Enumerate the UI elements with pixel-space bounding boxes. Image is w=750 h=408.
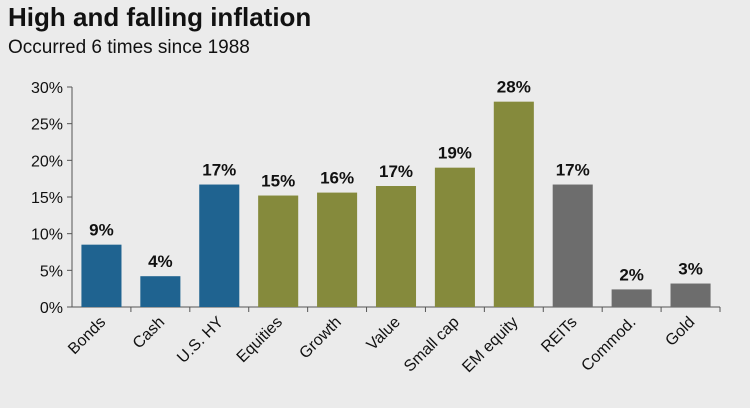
bar (140, 276, 181, 307)
y-tick-label: 15% (31, 190, 63, 207)
y-tick-label: 10% (31, 227, 63, 244)
y-tick-label: 20% (31, 153, 63, 170)
category-label: Commod. (578, 314, 639, 375)
bar (493, 101, 534, 308)
data-label: 2% (619, 265, 644, 284)
y-tick-label: 0% (40, 300, 63, 317)
bar (552, 184, 593, 307)
bar (670, 283, 711, 307)
category-label: Gold (662, 314, 698, 350)
chart-title: High and falling inflation (8, 2, 312, 32)
bar (375, 186, 417, 307)
data-label: 28% (497, 78, 531, 97)
bar (434, 167, 475, 307)
category-label: Growth (296, 314, 344, 362)
bar (258, 195, 299, 307)
category-label: Value (364, 314, 404, 354)
bar (611, 289, 652, 307)
chart-subtitle: Occurred 6 times since 1988 (8, 37, 250, 58)
bar (317, 192, 358, 307)
bar (199, 184, 240, 307)
data-label: 3% (678, 260, 703, 279)
category-label: Bonds (65, 314, 109, 358)
y-tick-label: 5% (40, 263, 63, 280)
data-label: 17% (556, 161, 590, 180)
data-label: 9% (89, 221, 114, 240)
category-label: Small cap (401, 314, 463, 376)
data-label: 4% (148, 252, 173, 271)
category-label: REITs (538, 314, 580, 356)
y-tick-label: 30% (31, 80, 63, 97)
category-label: Equities (234, 314, 286, 366)
category-label: U.S. HY (174, 314, 227, 367)
data-label: 17% (202, 161, 236, 180)
data-label: 19% (438, 144, 472, 163)
category-label: EM equity (459, 314, 521, 376)
category-label: Cash (130, 314, 168, 352)
y-tick-label: 25% (31, 117, 63, 134)
bar (81, 244, 122, 307)
data-label: 16% (320, 169, 354, 188)
data-label: 17% (379, 162, 413, 181)
data-label: 15% (261, 172, 295, 191)
